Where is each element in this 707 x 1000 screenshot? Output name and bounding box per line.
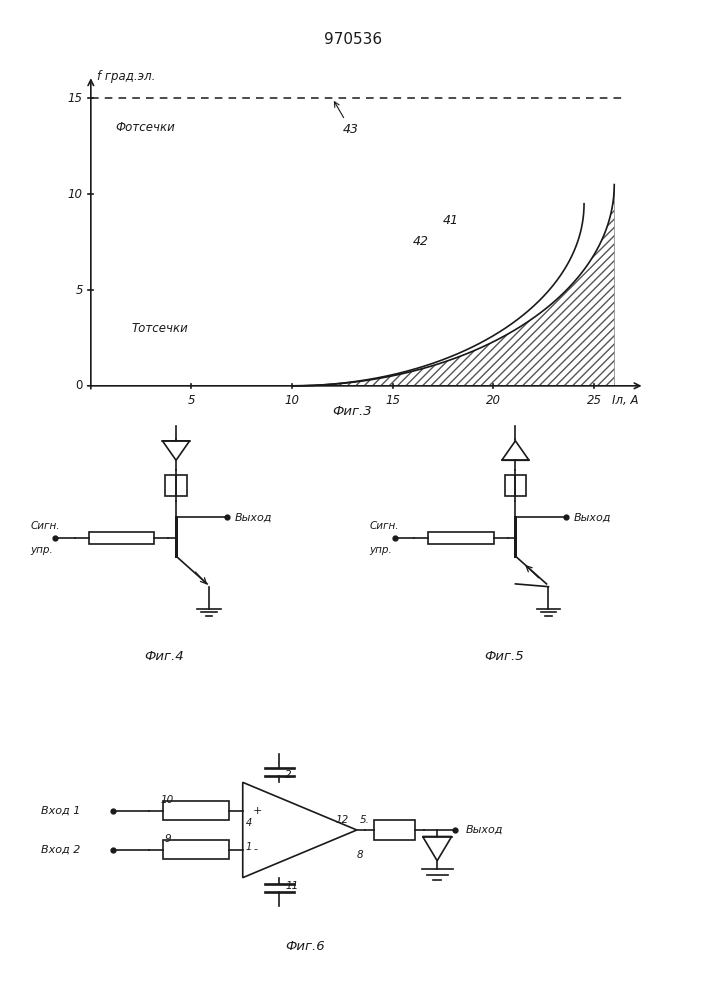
Text: 43: 43 bbox=[334, 102, 358, 136]
Text: упр.: упр. bbox=[30, 545, 53, 555]
Text: f град.эл.: f град.эл. bbox=[97, 70, 156, 83]
Text: 8: 8 bbox=[357, 850, 363, 859]
Text: 2: 2 bbox=[285, 770, 292, 780]
Text: 15: 15 bbox=[385, 394, 400, 407]
Text: Выход: Выход bbox=[235, 512, 272, 522]
Text: 11: 11 bbox=[285, 881, 298, 891]
Bar bbox=[89, 532, 154, 544]
Text: 42: 42 bbox=[413, 235, 429, 248]
Text: 970536: 970536 bbox=[325, 32, 382, 47]
Text: Тотсечки: Тотсечки bbox=[131, 322, 188, 335]
Text: Выход: Выход bbox=[574, 512, 612, 522]
Text: Фиг.3: Фиг.3 bbox=[333, 405, 373, 418]
Bar bbox=[163, 801, 229, 820]
Text: 5: 5 bbox=[75, 284, 83, 296]
Bar bbox=[373, 820, 415, 840]
Text: 5.: 5. bbox=[359, 815, 369, 825]
Bar bbox=[165, 475, 187, 496]
Text: 41: 41 bbox=[443, 214, 459, 227]
Text: 1: 1 bbox=[245, 842, 252, 852]
Text: 10: 10 bbox=[68, 188, 83, 201]
Text: Фиг.5: Фиг.5 bbox=[484, 650, 524, 663]
Bar bbox=[428, 532, 493, 544]
Text: Фотсечки: Фотсечки bbox=[115, 121, 175, 134]
Bar bbox=[505, 475, 526, 496]
Text: 4: 4 bbox=[245, 818, 252, 828]
Text: 12: 12 bbox=[336, 815, 349, 825]
Bar bbox=[163, 840, 229, 859]
Text: Выход: Выход bbox=[466, 825, 503, 835]
Text: Сигн.: Сигн. bbox=[370, 521, 399, 531]
Text: 5: 5 bbox=[188, 394, 195, 407]
Text: 20: 20 bbox=[486, 394, 501, 407]
Text: Сигн.: Сигн. bbox=[30, 521, 59, 531]
Text: Iл, А: Iл, А bbox=[612, 394, 638, 407]
Text: упр.: упр. bbox=[370, 545, 392, 555]
Text: 9: 9 bbox=[164, 834, 171, 844]
Text: Фиг.6: Фиг.6 bbox=[285, 940, 325, 954]
Text: -: - bbox=[253, 844, 257, 854]
Text: Фиг.4: Фиг.4 bbox=[144, 650, 185, 663]
Text: 10: 10 bbox=[161, 795, 174, 805]
Text: 10: 10 bbox=[285, 394, 300, 407]
Text: 15: 15 bbox=[68, 92, 83, 105]
Text: Вход 1: Вход 1 bbox=[40, 806, 80, 816]
Text: 25: 25 bbox=[587, 394, 602, 407]
Text: 0: 0 bbox=[76, 379, 83, 392]
Text: Вход 2: Вход 2 bbox=[40, 844, 80, 854]
Text: +: + bbox=[253, 806, 262, 816]
